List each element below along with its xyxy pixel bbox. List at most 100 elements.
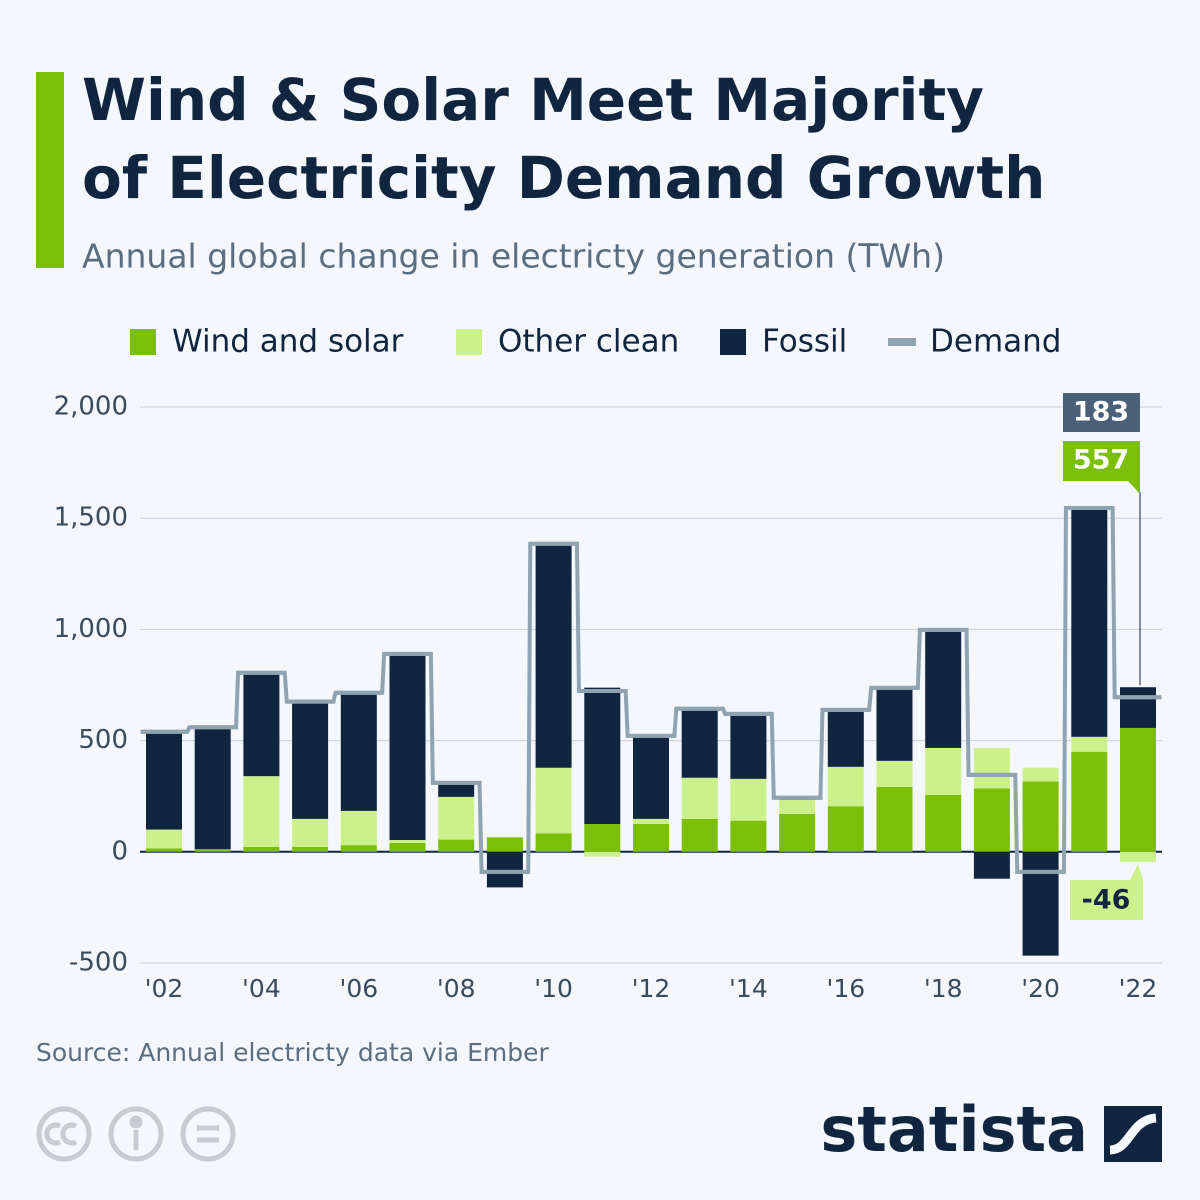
bar-segment bbox=[340, 693, 377, 811]
bar-segment bbox=[681, 818, 718, 852]
bar-segment bbox=[486, 851, 523, 888]
bar-segment bbox=[243, 776, 280, 847]
legend-swatch bbox=[456, 329, 482, 355]
legend-swatch bbox=[720, 329, 746, 355]
legend-swatch bbox=[130, 329, 156, 355]
logo: statista bbox=[820, 1093, 1088, 1166]
bar-segment bbox=[681, 777, 718, 819]
bar-segment bbox=[973, 851, 1010, 879]
annotation-box bbox=[1063, 441, 1140, 494]
y-tick-label: 500 bbox=[78, 725, 128, 755]
bar-segment bbox=[535, 545, 572, 768]
bar-segment bbox=[1120, 687, 1156, 728]
bar-segment bbox=[146, 848, 182, 852]
bar-segment bbox=[584, 851, 621, 857]
bar-segment bbox=[730, 715, 767, 779]
legend-label: Demand bbox=[930, 324, 1061, 360]
x-tick-label: '22 bbox=[1119, 974, 1158, 1003]
chart-subtitle: Annual global change in electricty gener… bbox=[82, 237, 945, 276]
bar-segment bbox=[779, 799, 816, 814]
bar-segment bbox=[730, 820, 767, 852]
bar-segment bbox=[389, 653, 426, 841]
bar-segment bbox=[389, 840, 426, 843]
y-tick-label: 0 bbox=[111, 836, 128, 866]
x-tick-label: '08 bbox=[437, 974, 476, 1003]
x-tick-label: '04 bbox=[242, 974, 281, 1003]
bar-segment bbox=[973, 788, 1010, 852]
y-tick-label: 1,500 bbox=[54, 503, 128, 533]
logo-mark bbox=[1104, 1106, 1162, 1162]
legend-label: Wind and solar bbox=[172, 324, 404, 360]
bar-segment bbox=[1022, 781, 1059, 852]
bar-segment bbox=[827, 710, 864, 767]
x-tick-label: '12 bbox=[632, 974, 671, 1003]
bar-segment bbox=[925, 630, 962, 748]
bar-segment bbox=[681, 708, 718, 778]
bar-segment bbox=[1071, 736, 1108, 752]
bar-segment bbox=[535, 833, 572, 852]
data-label: 557 bbox=[1073, 445, 1129, 476]
x-tick-label: '16 bbox=[826, 974, 865, 1003]
annotation-box bbox=[1063, 393, 1140, 432]
bar-segment bbox=[438, 839, 475, 852]
bar-segment bbox=[292, 818, 329, 847]
bar-segment bbox=[584, 824, 621, 852]
bar-segment bbox=[243, 674, 280, 777]
chart-title: Wind & Solar Meet Majority bbox=[82, 66, 984, 134]
bar-segment bbox=[584, 687, 621, 824]
bar-segment bbox=[194, 849, 231, 852]
bar-segment bbox=[633, 818, 669, 824]
data-label: 183 bbox=[1073, 397, 1129, 428]
bar-segment bbox=[340, 810, 377, 846]
bar-segment bbox=[1120, 727, 1156, 852]
x-tick-label: '06 bbox=[339, 974, 378, 1003]
legend-label: Fossil bbox=[762, 324, 847, 360]
x-tick-label: '02 bbox=[145, 974, 184, 1003]
bar-segment bbox=[827, 766, 864, 807]
bar-segment bbox=[389, 842, 426, 852]
bar-segment bbox=[1071, 507, 1108, 737]
bar-segment bbox=[925, 794, 962, 852]
source: Source: Annual electricty data via Ember bbox=[36, 1038, 550, 1067]
license-icons bbox=[36, 1106, 236, 1162]
bar-segment bbox=[827, 806, 864, 852]
title-accent bbox=[36, 72, 64, 268]
x-tick-label: '10 bbox=[534, 974, 573, 1003]
legend-swatch bbox=[888, 338, 916, 346]
bar-segment bbox=[438, 796, 475, 840]
y-tick-label: 1,000 bbox=[54, 614, 128, 644]
bar-segment bbox=[194, 729, 231, 850]
bar-segment bbox=[292, 702, 329, 819]
bar-segment bbox=[1022, 767, 1059, 782]
data-label: -46 bbox=[1082, 885, 1131, 916]
x-tick-label: '18 bbox=[924, 974, 963, 1003]
x-tick-label: '20 bbox=[1021, 974, 1060, 1003]
bar-segment bbox=[486, 837, 523, 852]
x-tick-label: '14 bbox=[729, 974, 768, 1003]
y-tick-label: 2,000 bbox=[54, 392, 128, 422]
bar-segment bbox=[925, 747, 962, 795]
bar-segment bbox=[438, 783, 475, 797]
bar-segment bbox=[876, 687, 913, 761]
bar-segment bbox=[243, 846, 280, 852]
bar-segment bbox=[1022, 851, 1059, 956]
annotation-box bbox=[1070, 864, 1143, 920]
chart-title: of Electricity Demand Growth bbox=[82, 144, 1045, 212]
bar-segment bbox=[1071, 751, 1108, 852]
bar-segment bbox=[1120, 851, 1156, 863]
bar-segment bbox=[876, 786, 913, 852]
bar-segment bbox=[633, 736, 669, 819]
legend-label: Other clean bbox=[498, 324, 679, 360]
y-tick-label: -500 bbox=[69, 948, 128, 978]
bar-segment bbox=[146, 829, 182, 849]
bar-segment bbox=[146, 732, 182, 830]
bar-segment bbox=[292, 846, 329, 852]
bar-segment bbox=[535, 767, 572, 834]
bar-segment bbox=[973, 747, 1010, 789]
bar-segment bbox=[730, 778, 767, 821]
bar-segment bbox=[633, 824, 669, 852]
bar-segment bbox=[779, 813, 816, 852]
bar-segment bbox=[876, 760, 913, 787]
